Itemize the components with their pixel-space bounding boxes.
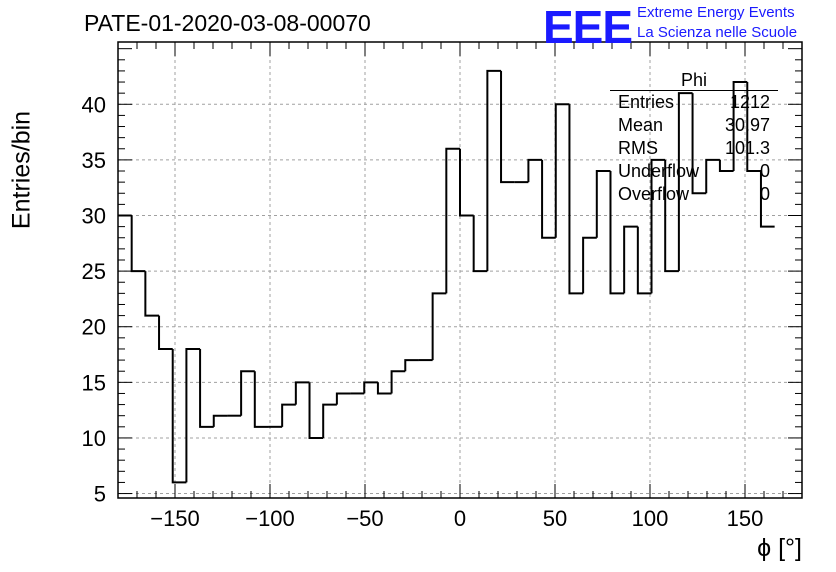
histogram-bin bbox=[650, 158, 666, 294]
x-tick-label: −100 bbox=[245, 506, 295, 531]
y-tick-label: 20 bbox=[82, 315, 106, 340]
histogram-bin bbox=[691, 93, 707, 195]
x-tick-label: 50 bbox=[543, 506, 567, 531]
y-tick-label: 10 bbox=[82, 426, 106, 451]
y-tick-label: 15 bbox=[82, 370, 106, 395]
x-tick-label: −50 bbox=[346, 506, 383, 531]
histogram-bin bbox=[240, 370, 255, 416]
stats-box: Phi Entries 1212 Mean 30.97 RMS 101.3 Un… bbox=[610, 70, 778, 206]
histogram-bin bbox=[664, 159, 679, 273]
y-axis-label: Entries/bin bbox=[7, 110, 36, 230]
y-tick-label: 35 bbox=[82, 148, 106, 173]
stats-row-rms: RMS 101.3 bbox=[610, 137, 778, 160]
histogram-bin bbox=[677, 92, 693, 272]
x-tick-label: 150 bbox=[727, 506, 764, 531]
histogram-bin bbox=[199, 348, 214, 428]
histogram-bin bbox=[281, 403, 296, 427]
histogram-bin bbox=[404, 359, 419, 372]
org-name-line2: La Scienza nelle Scuole bbox=[637, 24, 798, 41]
eee-logo: EEE bbox=[543, 1, 633, 53]
histogram-bin bbox=[212, 414, 228, 427]
histogram-bin bbox=[568, 104, 584, 295]
histogram-bin bbox=[158, 315, 173, 350]
y-tick-label: 30 bbox=[82, 204, 106, 229]
histogram-bin bbox=[554, 103, 570, 238]
histogram-bin bbox=[294, 381, 310, 405]
stats-row-mean: Mean 30.97 bbox=[610, 114, 778, 137]
stats-label: Overflow bbox=[618, 184, 690, 204]
histogram-bin bbox=[363, 381, 378, 394]
stats-label: Entries bbox=[618, 92, 675, 112]
x-axis-label: ϕ [°] bbox=[757, 534, 802, 562]
histogram-bin bbox=[609, 171, 625, 295]
org-name-line1: Extreme Energy Events bbox=[637, 4, 795, 21]
axis-tick-labels: −150 −100 −50 0 50 100 150 5 10 15 20 25 30 35 40 bbox=[82, 92, 764, 531]
histogram-bin bbox=[746, 82, 761, 173]
stats-value: 1212 bbox=[729, 92, 770, 112]
stats-row-underflow: Underflow 0 bbox=[610, 160, 778, 183]
stats-value: 101.3 bbox=[724, 138, 770, 158]
histogram-bin bbox=[431, 292, 447, 361]
stats-box-title: Phi bbox=[610, 70, 778, 91]
histogram-bin bbox=[500, 70, 515, 184]
histogram-bin bbox=[732, 81, 748, 172]
histogram-bin bbox=[459, 148, 474, 217]
histogram-bin bbox=[718, 159, 734, 173]
y-tick-label: 40 bbox=[82, 92, 106, 117]
axis-ticks bbox=[117, 42, 803, 498]
x-tick-label: 0 bbox=[454, 506, 466, 531]
histogram-bin bbox=[171, 348, 187, 484]
stats-value: 0 bbox=[759, 161, 770, 181]
histogram-bin bbox=[253, 371, 269, 428]
histogram-bin bbox=[527, 158, 543, 183]
histogram-bin bbox=[636, 226, 652, 295]
y-tick-label: 5 bbox=[94, 482, 106, 507]
stats-label: Mean bbox=[618, 115, 664, 135]
y-axis-label-box: Entries/bin bbox=[2, 110, 42, 230]
stats-label: Underflow bbox=[618, 161, 700, 181]
histogram-bin bbox=[130, 215, 146, 273]
x-tick-label: −150 bbox=[150, 506, 200, 531]
histogram-bin bbox=[472, 215, 488, 273]
histogram-bin bbox=[144, 271, 160, 317]
histogram-bin bbox=[759, 171, 775, 228]
histogram-bin bbox=[185, 347, 201, 483]
histogram-bin bbox=[595, 170, 611, 238]
stats-value: 30.97 bbox=[724, 115, 770, 135]
histogram-bin bbox=[623, 225, 638, 294]
x-tick-label: 100 bbox=[632, 506, 669, 531]
y-tick-label: 25 bbox=[82, 259, 106, 284]
histogram-bin bbox=[335, 392, 351, 405]
histogram-bin bbox=[390, 370, 406, 394]
histogram-series bbox=[118, 69, 775, 484]
histogram-bin bbox=[486, 69, 502, 272]
histogram-bin bbox=[541, 159, 556, 239]
chart-title: PATE-01-2020-03-08-00070 bbox=[84, 10, 371, 36]
histogram-bin bbox=[705, 158, 720, 194]
histogram-bin bbox=[376, 382, 392, 395]
histogram-bin bbox=[308, 382, 324, 439]
stats-value: 0 bbox=[759, 184, 770, 204]
histogram-bin bbox=[582, 236, 597, 294]
histogram-bin bbox=[445, 147, 460, 294]
stats-row-entries: Entries 1212 bbox=[610, 91, 778, 114]
stats-label: RMS bbox=[618, 138, 658, 158]
stats-row-overflow: Overflow 0 bbox=[610, 183, 778, 206]
histogram-bin bbox=[322, 403, 337, 438]
